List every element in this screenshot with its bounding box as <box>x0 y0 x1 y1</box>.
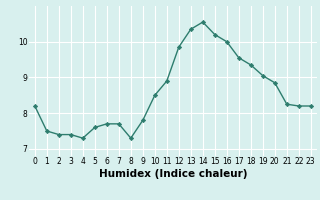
X-axis label: Humidex (Indice chaleur): Humidex (Indice chaleur) <box>99 169 247 179</box>
